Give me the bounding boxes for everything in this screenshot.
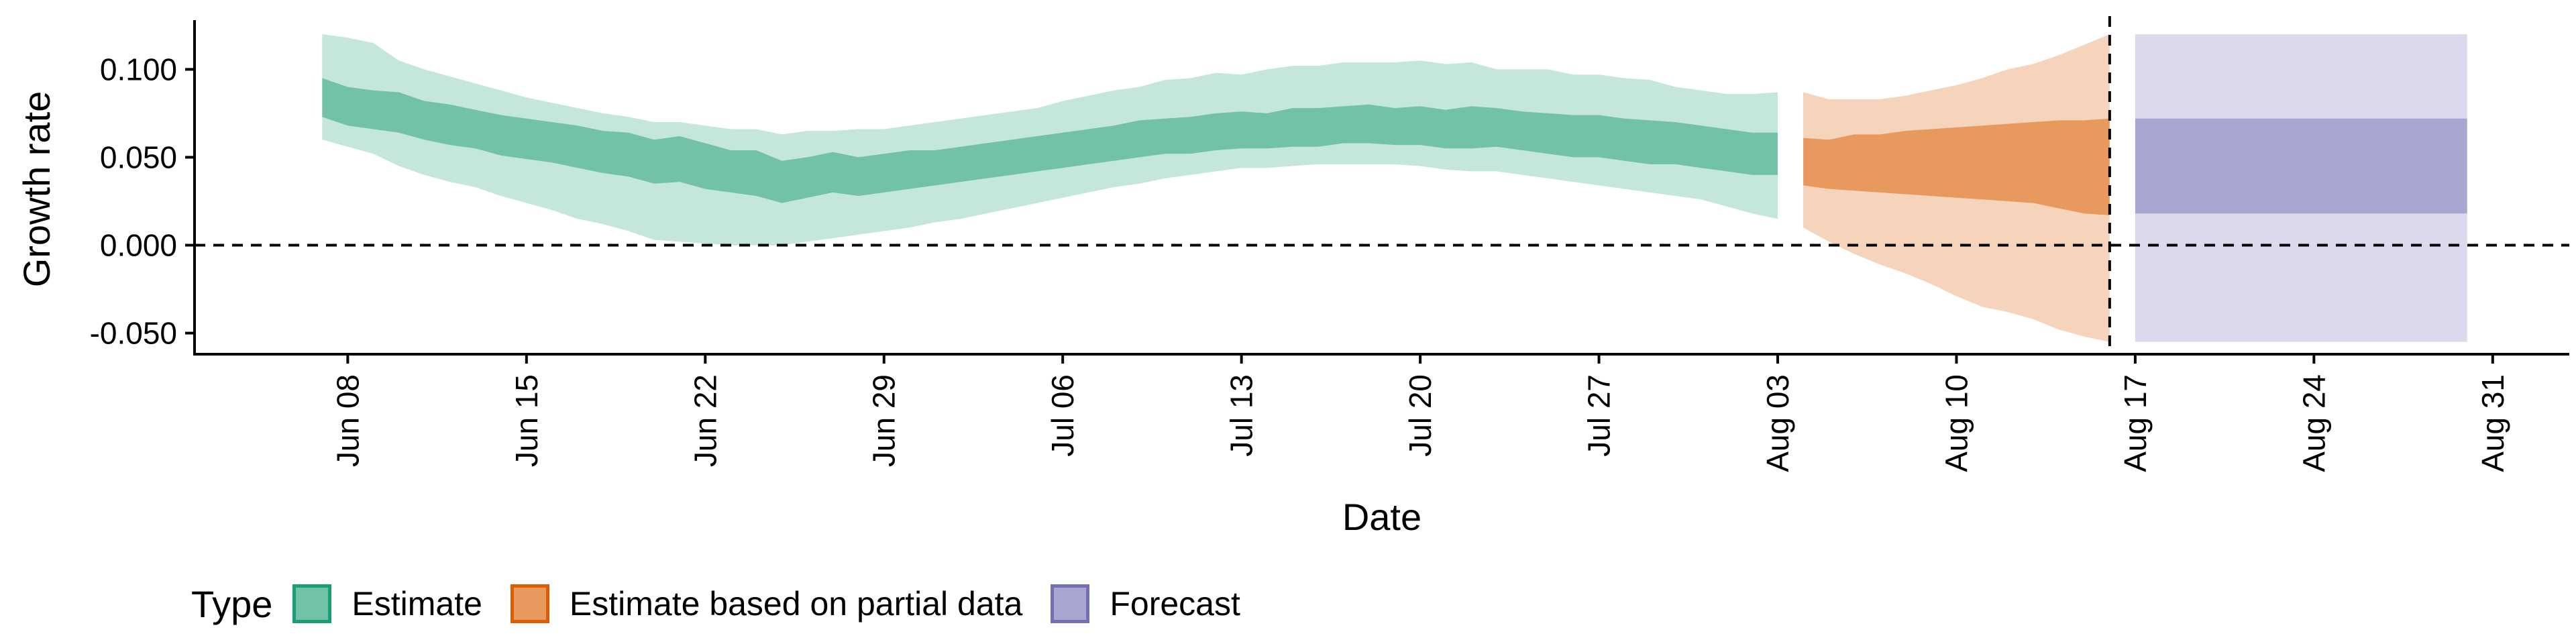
legend-label-partial: Estimate based on partial data bbox=[569, 585, 1023, 623]
x-tick-label: Aug 17 bbox=[2118, 374, 2153, 472]
reference-lines bbox=[195, 16, 2569, 354]
legend-label-forecast: Forecast bbox=[1110, 585, 1240, 623]
x-tick-label: Jul 06 bbox=[1045, 374, 1080, 457]
x-tick-label: Jul 13 bbox=[1224, 374, 1259, 457]
legend-label-estimate: Estimate bbox=[352, 585, 482, 623]
estimate-based-on-partial-data-50-interval bbox=[1803, 118, 2110, 215]
estimate-50-interval bbox=[322, 78, 1778, 203]
x-tick-label: Aug 03 bbox=[1760, 374, 1795, 472]
axes bbox=[193, 20, 2569, 356]
y-axis-title: Growth rate bbox=[15, 91, 58, 288]
x-tick-label: Aug 31 bbox=[2475, 374, 2510, 472]
x-axis-title: Date bbox=[1342, 496, 1421, 538]
x-tick-label: Aug 24 bbox=[2296, 374, 2331, 472]
forecast-50-interval bbox=[2135, 118, 2467, 214]
x-axis-ticks: Jun 08 Jun 15 Jun 22 Jun 29 Jul 06 Jul 13 Jul … bbox=[330, 354, 2510, 472]
legend-item-forecast: Forecast bbox=[1051, 584, 1240, 623]
growth-rate-chart: Jun 08 Jun 15 Jun 22 Jun 29 Jul 06 Jul 13 Jul … bbox=[15, 16, 2569, 538]
x-tick-label: Jul 20 bbox=[1403, 374, 1438, 457]
legend-item-estimate: Estimate bbox=[292, 584, 482, 623]
legend: Type Estimate Estimate based on partial … bbox=[191, 574, 1269, 634]
x-tick-label: Jul 27 bbox=[1582, 374, 1617, 457]
x-tick-label: Jun 08 bbox=[330, 374, 365, 467]
y-tick-label: 0.000 bbox=[100, 227, 177, 262]
y-axis-ticks: -0.050 0.000 0.050 0.100 bbox=[90, 52, 195, 351]
legend-key-partial bbox=[510, 584, 549, 623]
y-tick-label: 0.050 bbox=[100, 140, 177, 174]
legend-title: Type bbox=[191, 582, 273, 625]
ribbon-layer bbox=[322, 34, 2467, 342]
legend-item-partial: Estimate based on partial data bbox=[510, 584, 1023, 623]
legend-key-forecast bbox=[1051, 584, 1090, 623]
x-tick-label: Jun 29 bbox=[867, 374, 902, 467]
x-tick-label: Jun 22 bbox=[688, 374, 722, 467]
x-tick-label: Jun 15 bbox=[509, 374, 544, 467]
legend-key-estimate bbox=[292, 584, 332, 623]
y-tick-label: -0.050 bbox=[90, 316, 177, 351]
y-tick-label: 0.100 bbox=[100, 52, 177, 87]
x-tick-label: Aug 10 bbox=[1939, 374, 1974, 472]
